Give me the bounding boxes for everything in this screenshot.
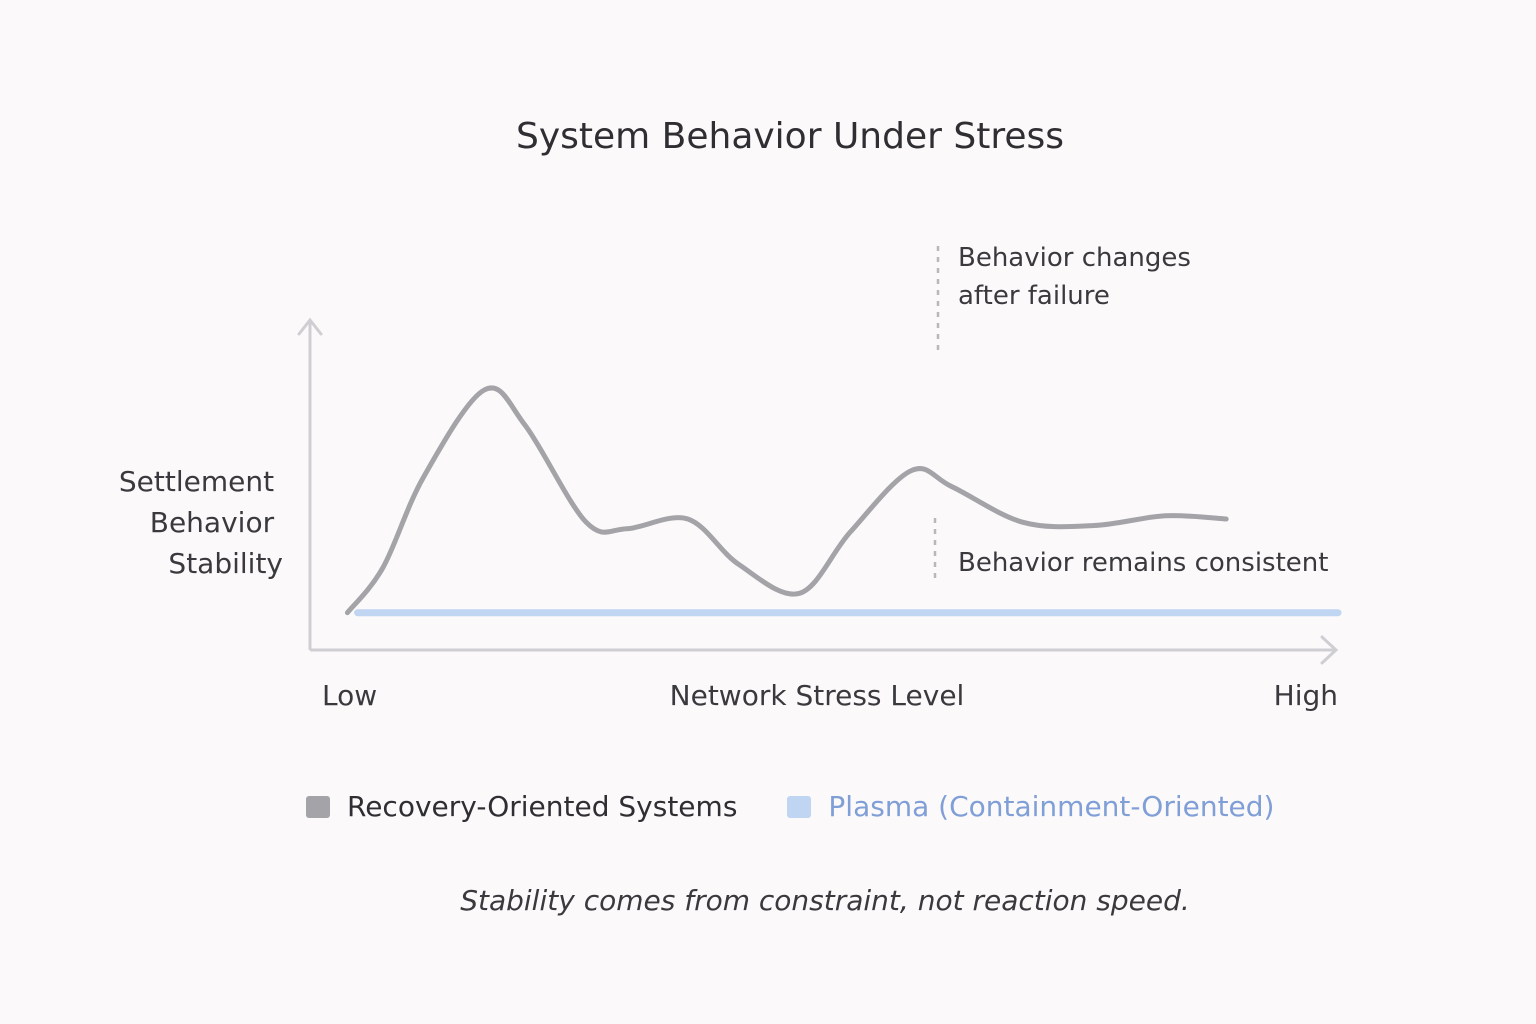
- series-layer: [344, 385, 1342, 617]
- legend-label-plasma: Plasma (Containment-Oriented): [828, 790, 1275, 823]
- legend-label-recovery: Recovery-Oriented Systems: [347, 790, 738, 823]
- annotation-consistent: Behavior remains consistent: [958, 548, 1328, 578]
- chart-title: System Behavior Under Stress: [516, 116, 1064, 157]
- y-axis-label: Settlement Behavior Stability: [119, 465, 283, 580]
- y-axis-arrowhead: [297, 317, 323, 336]
- y-axis-label-line: Stability: [168, 547, 283, 580]
- legend-item-plasma: Plasma (Containment-Oriented): [787, 790, 1274, 823]
- annotation-failure-line: Behavior changes: [958, 243, 1191, 273]
- y-axis-label-line: Settlement: [119, 465, 274, 498]
- legend-swatch-recovery: [306, 795, 330, 818]
- x-axis-label: Network Stress Level: [670, 679, 965, 712]
- legend-item-recovery: Recovery-Oriented Systems: [306, 790, 737, 823]
- series-line-recovery: [344, 385, 1229, 616]
- x-tick-label-low: Low: [322, 679, 377, 712]
- x-tick-label-high: High: [1274, 679, 1338, 712]
- annotation-failure-line: after failure: [958, 281, 1110, 311]
- y-axis-label-line: Behavior: [150, 506, 275, 539]
- annotation-failure: Behavior changes after failure: [958, 243, 1199, 311]
- legend-swatch-plasma: [787, 795, 812, 818]
- legend: Recovery-Oriented Systems Plasma (Contai…: [306, 790, 1324, 823]
- x-axis-arrowhead: [1320, 635, 1339, 665]
- caption: Stability comes from constraint, not rea…: [460, 884, 1190, 917]
